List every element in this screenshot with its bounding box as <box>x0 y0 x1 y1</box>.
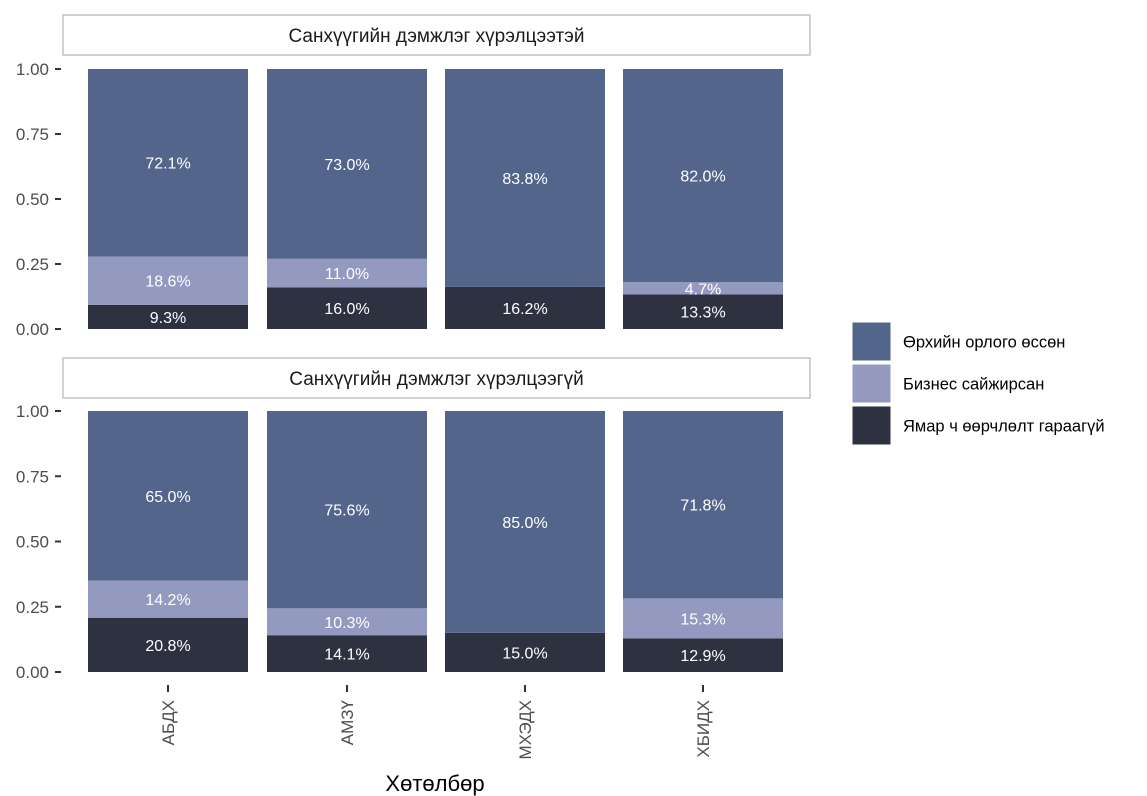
x-tick-label: АМЗҮ <box>338 699 357 745</box>
bar-segment <box>267 287 427 329</box>
panel: Санхүүгийн дэмжлэг хүрэлцээтэй 0.00 0.25 0.… <box>16 14 811 339</box>
facet-strip <box>62 357 811 399</box>
legend-swatch <box>851 321 892 362</box>
bar-value-label: 13.3% <box>680 305 725 322</box>
bar-value-label: 20.8% <box>145 638 190 655</box>
bar-segment <box>623 411 783 599</box>
x-tick-label: МХЭДХ <box>516 700 535 759</box>
y-tick-label: 0.25 <box>16 255 49 274</box>
bar-segment <box>88 304 248 329</box>
panel: Санхүүгийн дэмжлэг хүрэлцээгүй 0.00 0.25 0.… <box>16 357 811 682</box>
bar-segment <box>267 411 427 609</box>
legend-label: Ямар ч өөрчлөлт гараагүй <box>903 418 1105 436</box>
facet-strip-title: Санхүүгийн дэмжлэг хүрэлцээтэй <box>289 26 585 47</box>
y-tick-label: 1.00 <box>16 60 49 79</box>
y-tick-label: 0.75 <box>16 467 49 486</box>
y-tick-label: 0.25 <box>16 598 49 617</box>
bar-segment <box>623 69 783 283</box>
bar-value-label: 14.2% <box>145 592 190 609</box>
bar-value-label: 15.0% <box>502 645 547 662</box>
y-tick-label: 1.00 <box>16 402 49 421</box>
chart-panels: Санхүүгийн дэмжлэг хүрэлцээтэй 0.00 0.25 0.… <box>16 14 811 682</box>
facet-strip-title: Санхүүгийн дэмжлэг хүрэлцээгүй <box>289 369 583 390</box>
bar-value-label: 16.2% <box>502 301 547 318</box>
legend-label: Өрхийн орлого өссөн <box>903 334 1065 352</box>
bar-segment <box>267 69 427 259</box>
bar-segment <box>623 294 783 329</box>
x-tick-label: ХБИДХ <box>694 700 713 758</box>
bar-value-label: 16.0% <box>324 301 369 318</box>
legend-label: Бизнес сайжирсан <box>903 376 1044 394</box>
bar-value-label: 14.1% <box>324 647 369 664</box>
bar-segment <box>267 258 427 288</box>
facet-strip <box>62 14 811 56</box>
bar-value-label: 11.0% <box>325 266 369 283</box>
bar-value-label: 9.3% <box>150 310 186 327</box>
bar-segment <box>88 580 248 618</box>
bar-value-label: 83.8% <box>502 171 547 188</box>
y-tick-label: 0.75 <box>16 125 49 144</box>
bar-value-label: 72.1% <box>145 156 190 173</box>
bar-segment <box>623 638 783 672</box>
bar-segment <box>88 617 248 672</box>
bar-value-label: 65.0% <box>145 489 190 506</box>
bar-segment <box>445 286 605 329</box>
legend-swatch <box>851 405 892 446</box>
y-tick-label: 0.50 <box>16 533 49 552</box>
bar-segment <box>445 69 605 287</box>
bar-segment <box>445 411 605 633</box>
bar-value-label: 73.0% <box>324 157 369 174</box>
bar-value-label: 4.7% <box>685 281 721 298</box>
x-axis-title: Хөтөлбөр <box>385 771 484 796</box>
bar-segment <box>88 69 248 257</box>
bar-value-label: 75.6% <box>324 503 369 520</box>
x-axis: АБДХ АМЗҮ МХЭДХ ХБИДХ <box>159 685 713 759</box>
bar-value-label: 82.0% <box>680 169 725 186</box>
bar-segment <box>88 411 248 581</box>
bar-segment <box>445 632 605 672</box>
bar-value-label: 12.9% <box>680 648 725 665</box>
y-tick-label: 0.00 <box>16 320 49 339</box>
bar-segment <box>623 598 783 639</box>
legend-swatch <box>851 363 892 404</box>
bar-segment <box>623 282 783 295</box>
bar-segment <box>267 608 427 636</box>
y-tick-label: 0.50 <box>16 190 49 209</box>
bar-value-label: 18.6% <box>145 274 190 291</box>
x-tick-label: АБДХ <box>159 700 178 745</box>
legend: Өрхийн орлого өссөн Бизнес сайжирсан Ямар … <box>851 321 1105 446</box>
y-tick-label: 0.00 <box>16 663 49 682</box>
bar-segment <box>88 256 248 305</box>
bar-segment <box>267 635 427 672</box>
bar-value-label: 15.3% <box>680 611 725 628</box>
bar-value-label: 85.0% <box>502 515 547 532</box>
bar-value-label: 10.3% <box>324 615 369 632</box>
bar-value-label: 71.8% <box>680 498 725 515</box>
